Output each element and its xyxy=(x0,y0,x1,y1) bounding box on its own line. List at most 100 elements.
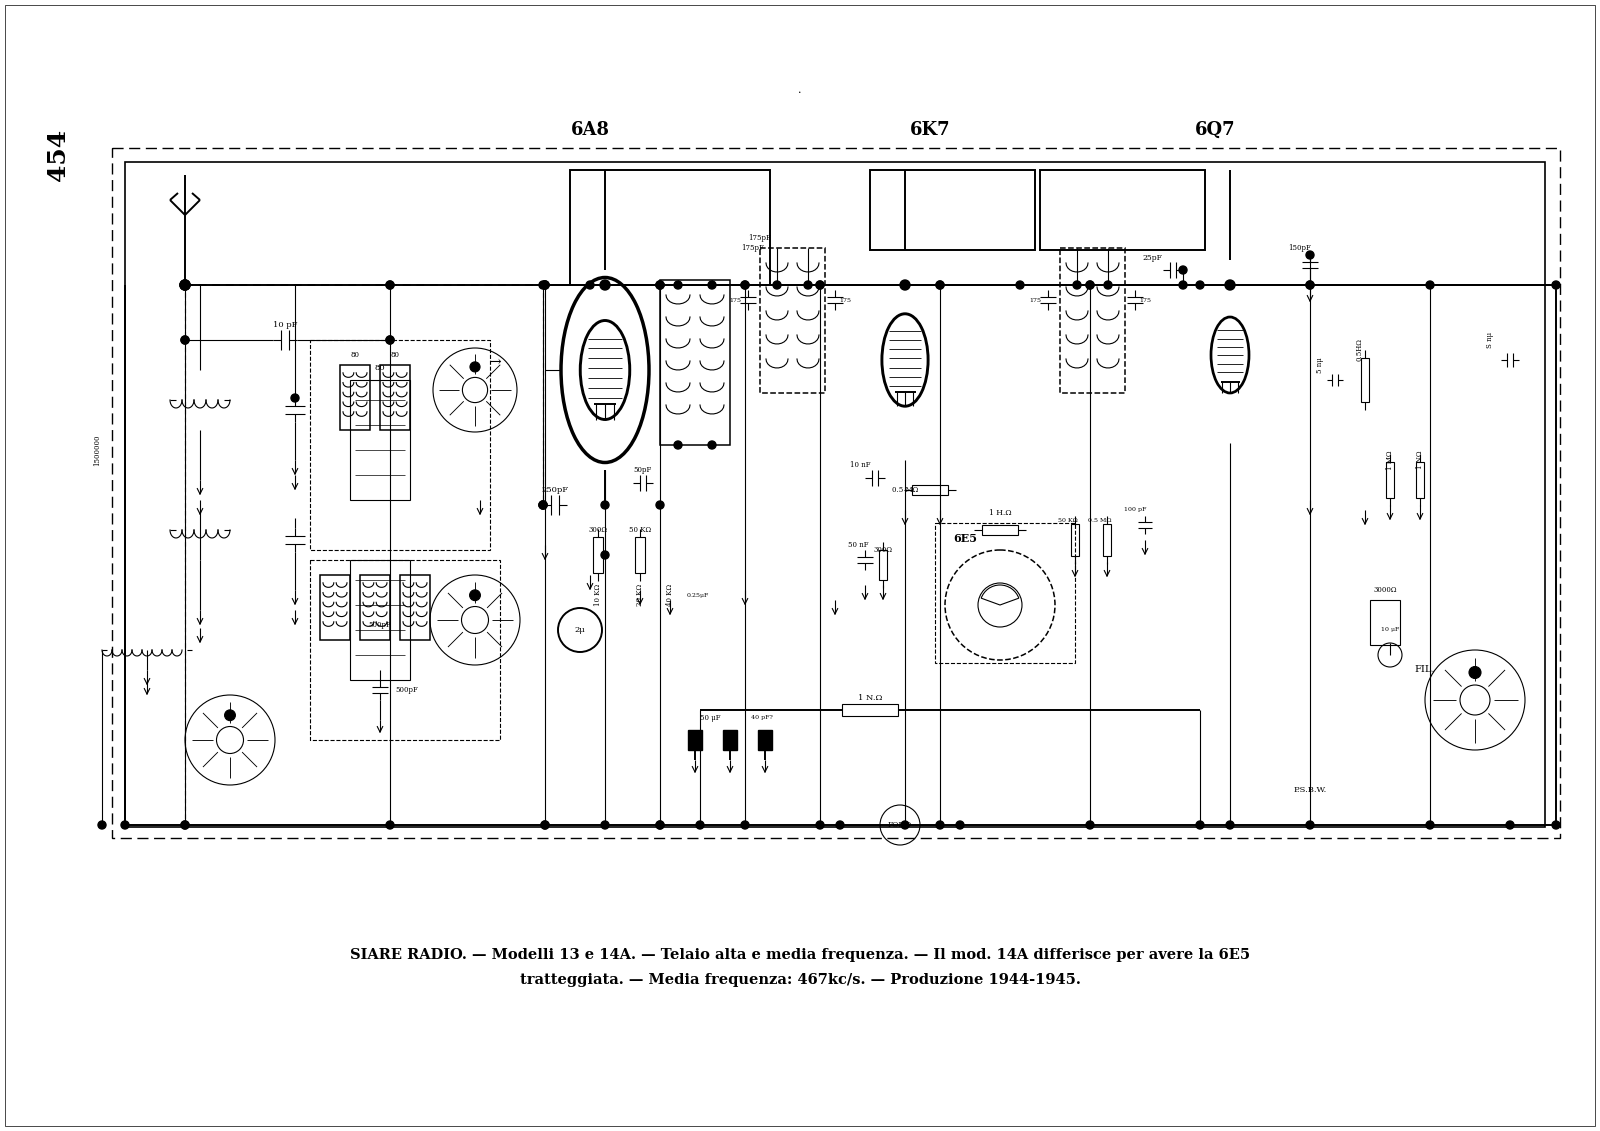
Circle shape xyxy=(1179,266,1187,274)
Bar xyxy=(1416,461,1424,498)
Bar xyxy=(982,525,1018,535)
Circle shape xyxy=(602,551,610,559)
Text: 0.5 MΩ: 0.5 MΩ xyxy=(1088,518,1112,523)
Bar xyxy=(570,170,770,285)
Bar xyxy=(594,537,603,573)
Text: tratteggiata. — Media frequenza: 467kc/s. — Produzione 1944-1945.: tratteggiata. — Media frequenza: 467kc/s… xyxy=(520,973,1080,987)
Circle shape xyxy=(1552,821,1560,829)
Bar xyxy=(1362,359,1370,402)
Circle shape xyxy=(386,280,394,290)
Bar xyxy=(878,550,886,580)
Text: 1 N.Ω: 1 N.Ω xyxy=(858,694,882,702)
Text: 80: 80 xyxy=(390,351,400,359)
Circle shape xyxy=(1552,280,1560,290)
Bar xyxy=(400,575,430,640)
Text: 300Ω: 300Ω xyxy=(874,546,893,554)
Circle shape xyxy=(816,821,824,829)
Circle shape xyxy=(181,336,189,344)
Circle shape xyxy=(741,280,749,290)
Bar xyxy=(1040,170,1205,250)
Circle shape xyxy=(1226,280,1234,290)
Circle shape xyxy=(541,280,549,290)
Circle shape xyxy=(541,821,549,829)
Circle shape xyxy=(224,710,235,720)
Text: 150pF: 150pF xyxy=(1288,244,1312,252)
Circle shape xyxy=(586,280,594,290)
Circle shape xyxy=(936,280,944,290)
Bar xyxy=(339,365,370,430)
Bar xyxy=(760,248,826,392)
Bar xyxy=(934,523,1075,663)
Text: 175: 175 xyxy=(1139,297,1150,302)
Bar xyxy=(758,729,771,750)
Bar xyxy=(1070,524,1078,556)
Circle shape xyxy=(1197,280,1205,290)
Circle shape xyxy=(181,336,189,344)
Text: 175: 175 xyxy=(730,297,741,302)
Circle shape xyxy=(1197,821,1205,829)
Circle shape xyxy=(179,280,190,290)
Circle shape xyxy=(539,501,547,509)
Bar xyxy=(661,280,730,444)
Text: 0.25μF: 0.25μF xyxy=(686,593,709,597)
Text: 454: 454 xyxy=(46,129,70,181)
Text: 25pF: 25pF xyxy=(1142,254,1162,262)
Text: 500pF: 500pF xyxy=(395,687,418,694)
Circle shape xyxy=(741,280,749,290)
Circle shape xyxy=(1426,280,1434,290)
Bar xyxy=(1059,248,1125,392)
Text: 80: 80 xyxy=(350,351,360,359)
Text: 50 KΩ: 50 KΩ xyxy=(629,526,651,534)
Bar xyxy=(635,537,645,573)
Bar xyxy=(1102,524,1110,556)
Circle shape xyxy=(1226,821,1234,829)
Text: 6Q7: 6Q7 xyxy=(1195,121,1235,139)
Text: FIL.: FIL. xyxy=(1414,665,1435,674)
Circle shape xyxy=(656,821,664,829)
Circle shape xyxy=(1074,280,1082,290)
Text: 175pF: 175pF xyxy=(749,234,771,242)
Circle shape xyxy=(816,280,824,290)
Bar xyxy=(350,380,410,500)
Circle shape xyxy=(936,821,944,829)
Circle shape xyxy=(805,280,813,290)
Circle shape xyxy=(386,821,394,829)
Circle shape xyxy=(656,280,664,290)
Text: 175: 175 xyxy=(838,297,851,302)
Bar xyxy=(360,575,390,640)
Text: S nμ: S nμ xyxy=(1486,331,1494,348)
Circle shape xyxy=(674,280,682,290)
Circle shape xyxy=(1306,280,1314,290)
Bar xyxy=(688,729,702,750)
Bar xyxy=(112,148,1560,838)
Text: 20 KΩ: 20 KΩ xyxy=(637,584,643,606)
Text: 250pF: 250pF xyxy=(541,486,568,494)
Circle shape xyxy=(957,821,963,829)
Circle shape xyxy=(1426,821,1434,829)
Circle shape xyxy=(1086,280,1094,290)
Text: 175pF: 175pF xyxy=(742,244,765,252)
Circle shape xyxy=(1086,821,1094,829)
Text: 0.5HΩ: 0.5HΩ xyxy=(1357,338,1363,362)
Text: 1 NΩ: 1 NΩ xyxy=(1416,451,1424,469)
Circle shape xyxy=(541,280,549,290)
Text: 40 KΩ: 40 KΩ xyxy=(666,584,674,606)
Circle shape xyxy=(773,280,781,290)
Circle shape xyxy=(181,821,189,829)
Circle shape xyxy=(1016,280,1024,290)
Circle shape xyxy=(539,280,547,290)
Circle shape xyxy=(835,821,845,829)
Bar xyxy=(723,729,738,750)
Text: FONO: FONO xyxy=(888,821,912,829)
Circle shape xyxy=(707,280,717,290)
Text: 2μ: 2μ xyxy=(574,625,586,634)
Text: →: → xyxy=(490,355,501,369)
Text: P.S.B.W.: P.S.B.W. xyxy=(1293,786,1326,794)
Circle shape xyxy=(291,394,299,402)
Circle shape xyxy=(656,501,664,509)
Circle shape xyxy=(602,821,610,829)
Text: 300Ω: 300Ω xyxy=(589,526,608,534)
Circle shape xyxy=(656,280,664,290)
Circle shape xyxy=(1086,280,1094,290)
Text: 175: 175 xyxy=(1029,297,1042,302)
